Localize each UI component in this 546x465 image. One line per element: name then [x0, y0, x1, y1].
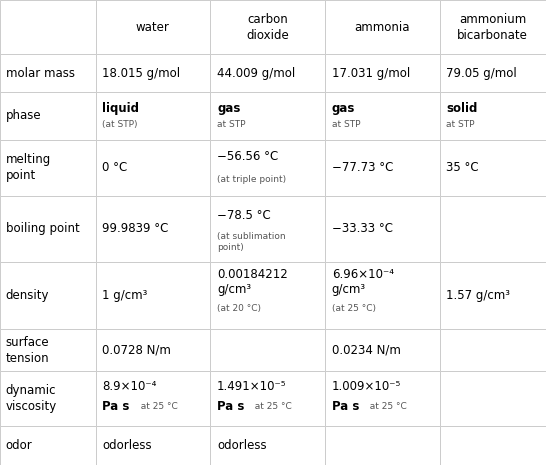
Text: 1.009×10⁻⁵: 1.009×10⁻⁵ — [332, 380, 401, 393]
Text: phase: phase — [5, 109, 41, 122]
Text: 8.9×10⁻⁴: 8.9×10⁻⁴ — [103, 380, 157, 393]
Text: 99.9839 °C: 99.9839 °C — [103, 222, 169, 235]
Text: at STP: at STP — [332, 120, 360, 129]
Text: 17.031 g/mol: 17.031 g/mol — [332, 66, 410, 80]
Bar — [210, 372, 325, 426]
Bar — [325, 329, 440, 372]
Bar — [325, 54, 440, 92]
Bar — [96, 426, 210, 465]
Text: 0.0728 N/m: 0.0728 N/m — [103, 344, 171, 357]
Bar — [0, 140, 96, 196]
Text: −78.5 °C: −78.5 °C — [217, 209, 271, 222]
Text: Pa s: Pa s — [332, 400, 359, 413]
Text: Pa s: Pa s — [103, 400, 130, 413]
Text: (at 25 °C): (at 25 °C) — [332, 305, 376, 313]
Text: dynamic
viscosity: dynamic viscosity — [5, 384, 57, 413]
Text: −77.73 °C: −77.73 °C — [332, 161, 393, 174]
Text: ammonia: ammonia — [354, 20, 410, 33]
Bar — [210, 140, 325, 196]
Text: (at STP): (at STP) — [103, 120, 138, 129]
Bar — [0, 329, 96, 372]
Bar — [325, 372, 440, 426]
Text: 6.96×10⁻⁴
g/cm³: 6.96×10⁻⁴ g/cm³ — [332, 268, 394, 296]
Text: 79.05 g/mol: 79.05 g/mol — [446, 66, 517, 80]
Bar — [0, 196, 96, 262]
Bar — [440, 0, 546, 54]
Bar — [440, 372, 546, 426]
Bar — [440, 426, 546, 465]
Bar — [0, 372, 96, 426]
Bar — [325, 196, 440, 262]
Text: at 25 °C: at 25 °C — [134, 402, 177, 411]
Text: 0.00184212
g/cm³: 0.00184212 g/cm³ — [217, 268, 288, 296]
Bar — [210, 426, 325, 465]
Text: 1.57 g/cm³: 1.57 g/cm³ — [446, 289, 510, 302]
Bar — [325, 262, 440, 329]
Bar — [210, 329, 325, 372]
Bar — [440, 92, 546, 140]
Bar — [210, 196, 325, 262]
Bar — [96, 54, 210, 92]
Text: (at 20 °C): (at 20 °C) — [217, 305, 261, 313]
Text: odorless: odorless — [217, 439, 266, 452]
Bar — [96, 329, 210, 372]
Bar — [210, 92, 325, 140]
Text: water: water — [136, 20, 170, 33]
Bar — [325, 426, 440, 465]
Bar — [325, 92, 440, 140]
Text: 1 g/cm³: 1 g/cm³ — [103, 289, 148, 302]
Bar — [440, 329, 546, 372]
Bar — [325, 140, 440, 196]
Text: at 25 °C: at 25 °C — [249, 402, 292, 411]
Text: −33.33 °C: −33.33 °C — [332, 222, 393, 235]
Bar — [96, 0, 210, 54]
Text: ammonium
bicarbonate: ammonium bicarbonate — [458, 13, 528, 42]
Bar — [0, 54, 96, 92]
Text: density: density — [5, 289, 49, 302]
Text: surface
tension: surface tension — [5, 336, 49, 365]
Text: 1.491×10⁻⁵: 1.491×10⁻⁵ — [217, 380, 287, 393]
Text: 0 °C: 0 °C — [103, 161, 128, 174]
Text: carbon
dioxide: carbon dioxide — [246, 13, 289, 42]
Bar — [96, 196, 210, 262]
Text: at 25 °C: at 25 °C — [364, 402, 407, 411]
Bar — [96, 372, 210, 426]
Bar — [440, 54, 546, 92]
Text: 18.015 g/mol: 18.015 g/mol — [103, 66, 181, 80]
Bar — [210, 0, 325, 54]
Text: odor: odor — [5, 439, 32, 452]
Text: molar mass: molar mass — [5, 66, 75, 80]
Text: 44.009 g/mol: 44.009 g/mol — [217, 66, 295, 80]
Bar — [440, 262, 546, 329]
Text: odorless: odorless — [103, 439, 152, 452]
Bar — [325, 0, 440, 54]
Text: solid: solid — [446, 102, 477, 115]
Text: at STP: at STP — [446, 120, 474, 129]
Text: boiling point: boiling point — [5, 222, 80, 235]
Text: (at sublimation
point): (at sublimation point) — [217, 232, 286, 252]
Text: melting
point: melting point — [5, 153, 51, 182]
Text: gas: gas — [217, 102, 240, 115]
Text: Pa s: Pa s — [217, 400, 245, 413]
Bar — [96, 262, 210, 329]
Text: liquid: liquid — [103, 102, 139, 115]
Bar — [0, 262, 96, 329]
Bar — [440, 196, 546, 262]
Text: 35 °C: 35 °C — [446, 161, 478, 174]
Bar — [0, 92, 96, 140]
Bar — [0, 0, 96, 54]
Bar — [440, 140, 546, 196]
Bar — [210, 54, 325, 92]
Bar — [96, 140, 210, 196]
Text: gas: gas — [332, 102, 355, 115]
Text: 0.0234 N/m: 0.0234 N/m — [332, 344, 401, 357]
Bar — [210, 262, 325, 329]
Text: −56.56 °C: −56.56 °C — [217, 150, 278, 163]
Bar — [96, 92, 210, 140]
Text: (at triple point): (at triple point) — [217, 174, 286, 184]
Text: at STP: at STP — [217, 120, 246, 129]
Bar — [0, 426, 96, 465]
